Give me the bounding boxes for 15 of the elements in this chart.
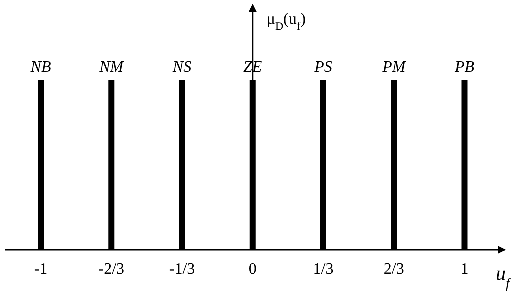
x-tick-label: 1/3: [313, 261, 334, 278]
x-tick-label: 1: [460, 261, 469, 278]
annotation: PB: [454, 59, 475, 76]
annotation: NB: [30, 59, 52, 76]
x-tick-label: 2/3: [384, 261, 404, 278]
annotation: NM: [98, 59, 126, 76]
x-axis-title: u$_{f}$: [496, 263, 512, 292]
x-tick-label: -2/3: [98, 261, 125, 278]
x-tick-label: 0: [248, 261, 257, 278]
y-axis-title: μ$_{D}$(u$_{f}$): [266, 11, 306, 33]
annotation: PM: [382, 59, 408, 76]
annotation: PS: [314, 59, 332, 76]
x-tick-label: -1: [34, 261, 48, 278]
annotation: NS: [172, 59, 192, 76]
x-tick-label: -1/3: [169, 261, 196, 278]
